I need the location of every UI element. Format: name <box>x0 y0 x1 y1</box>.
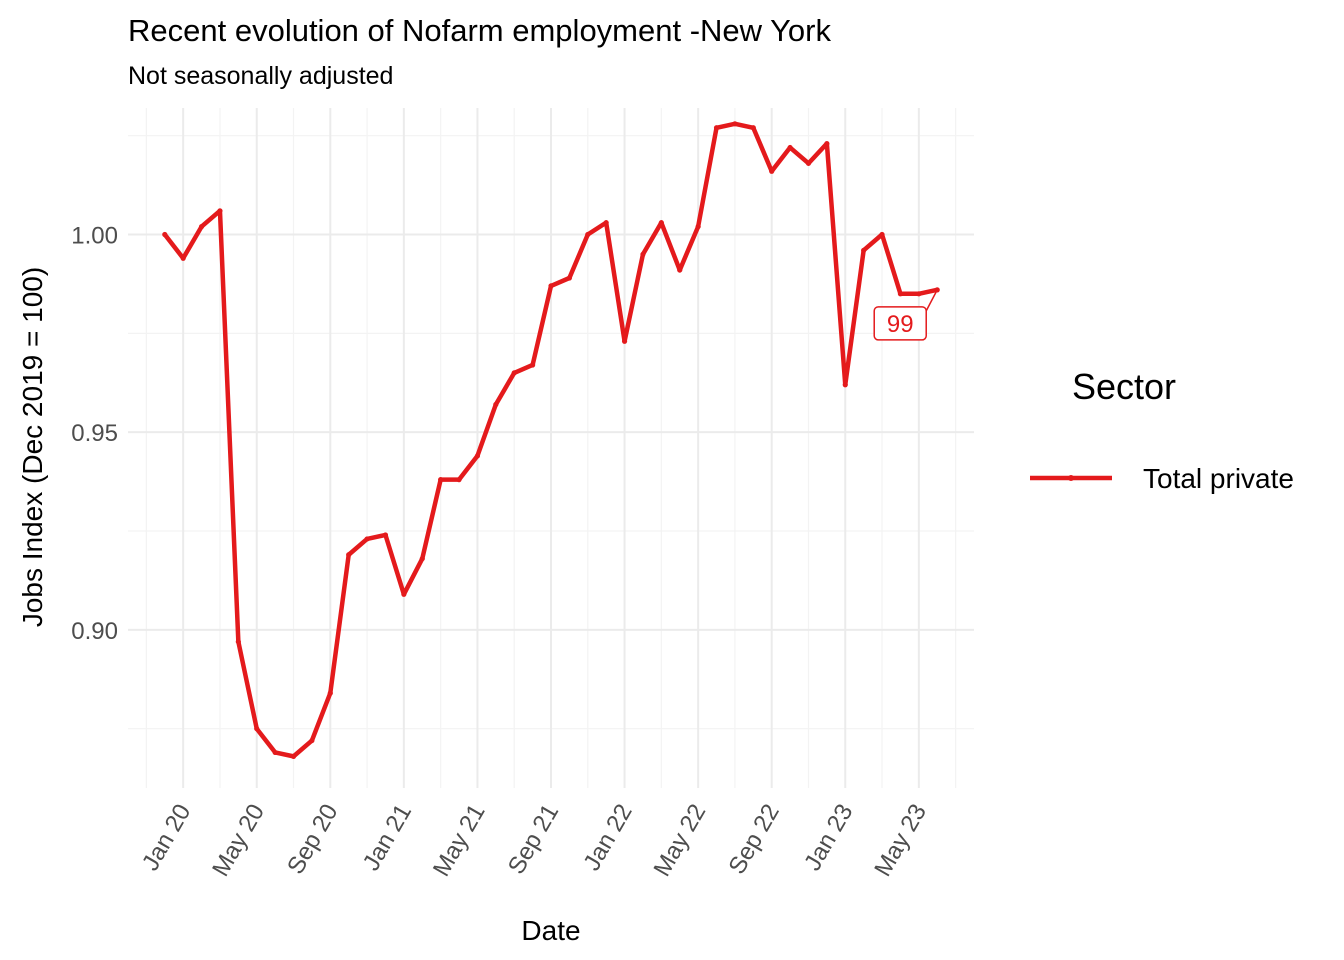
data-point <box>713 125 720 131</box>
data-point <box>916 291 922 297</box>
x-tick-label: Jan 20 <box>137 800 196 876</box>
legend-label-total-private: Total private <box>1143 463 1294 494</box>
annotation-leader <box>925 289 938 312</box>
y-tick-label: 0.90 <box>71 618 118 645</box>
x-axis-title: Date <box>521 915 580 946</box>
annotation-layer: 99 <box>873 289 938 341</box>
x-tick-label: May 20 <box>207 800 270 882</box>
data-point <box>603 220 609 226</box>
data-point <box>640 251 646 257</box>
data-point <box>162 231 168 238</box>
data-point <box>750 125 756 131</box>
x-tick-label: Sep 21 <box>503 800 564 879</box>
data-point <box>621 338 628 344</box>
data-point <box>235 639 241 645</box>
x-tick-label: May 21 <box>428 800 491 882</box>
x-tick-label: Jan 23 <box>799 800 858 876</box>
data-point <box>309 737 315 744</box>
y-axis-title: Jobs Index (Dec 2019 = 100) <box>17 267 48 627</box>
data-point <box>824 140 830 147</box>
data-point <box>695 224 701 230</box>
data-point <box>419 556 425 562</box>
data-point <box>842 382 848 388</box>
legend: Sector Total private <box>1030 366 1294 494</box>
x-tick-label: Sep 20 <box>282 800 343 879</box>
grid-major <box>128 108 974 788</box>
data-point <box>732 121 738 127</box>
data-point <box>272 749 278 756</box>
x-tick-label: May 23 <box>869 800 932 882</box>
data-point <box>861 247 867 253</box>
data-point <box>217 208 223 214</box>
data-point <box>548 283 554 289</box>
data-point <box>769 168 775 174</box>
x-tick-label: Jan 22 <box>578 800 637 876</box>
x-axis-ticks: Jan 20 May 20 Sep 20 Jan 21 May 21 Sep 21 Jan … <box>137 800 932 882</box>
chart-title: Recent evolution of Nofarm employment -N… <box>128 13 831 48</box>
x-tick-label: May 22 <box>649 800 712 882</box>
series-layer <box>162 121 940 759</box>
y-axis-ticks: 0.90 0.95 1.00 <box>71 223 118 645</box>
data-point <box>493 401 499 408</box>
legend-key-point <box>1068 475 1074 481</box>
data-point <box>382 532 389 538</box>
data-point <box>474 453 481 459</box>
data-point <box>254 726 260 732</box>
data-point <box>401 591 407 597</box>
data-point <box>897 291 904 297</box>
data-point <box>585 231 591 238</box>
data-point <box>438 477 444 483</box>
data-point <box>530 362 536 368</box>
data-point <box>327 690 333 696</box>
data-point <box>566 275 572 281</box>
chart-subtitle: Not seasonally adjusted <box>128 62 393 90</box>
data-point <box>290 753 297 759</box>
data-point <box>879 231 885 238</box>
data-point <box>364 536 370 542</box>
data-point <box>805 160 812 166</box>
y-tick-label: 1.00 <box>71 223 118 250</box>
data-point <box>677 267 683 273</box>
legend-title: Sector <box>1072 366 1176 407</box>
data-point <box>346 552 352 558</box>
annotation-box <box>873 306 927 341</box>
data-point <box>198 224 205 230</box>
data-point <box>456 477 462 483</box>
x-tick-label: Sep 22 <box>723 800 784 879</box>
annotation-label: 99 <box>887 311 914 338</box>
data-point <box>180 255 186 261</box>
y-tick-label: 0.95 <box>71 420 118 447</box>
x-tick-label: Jan 21 <box>358 800 417 876</box>
data-point <box>511 370 517 376</box>
data-point <box>787 144 793 151</box>
data-point <box>658 220 664 226</box>
